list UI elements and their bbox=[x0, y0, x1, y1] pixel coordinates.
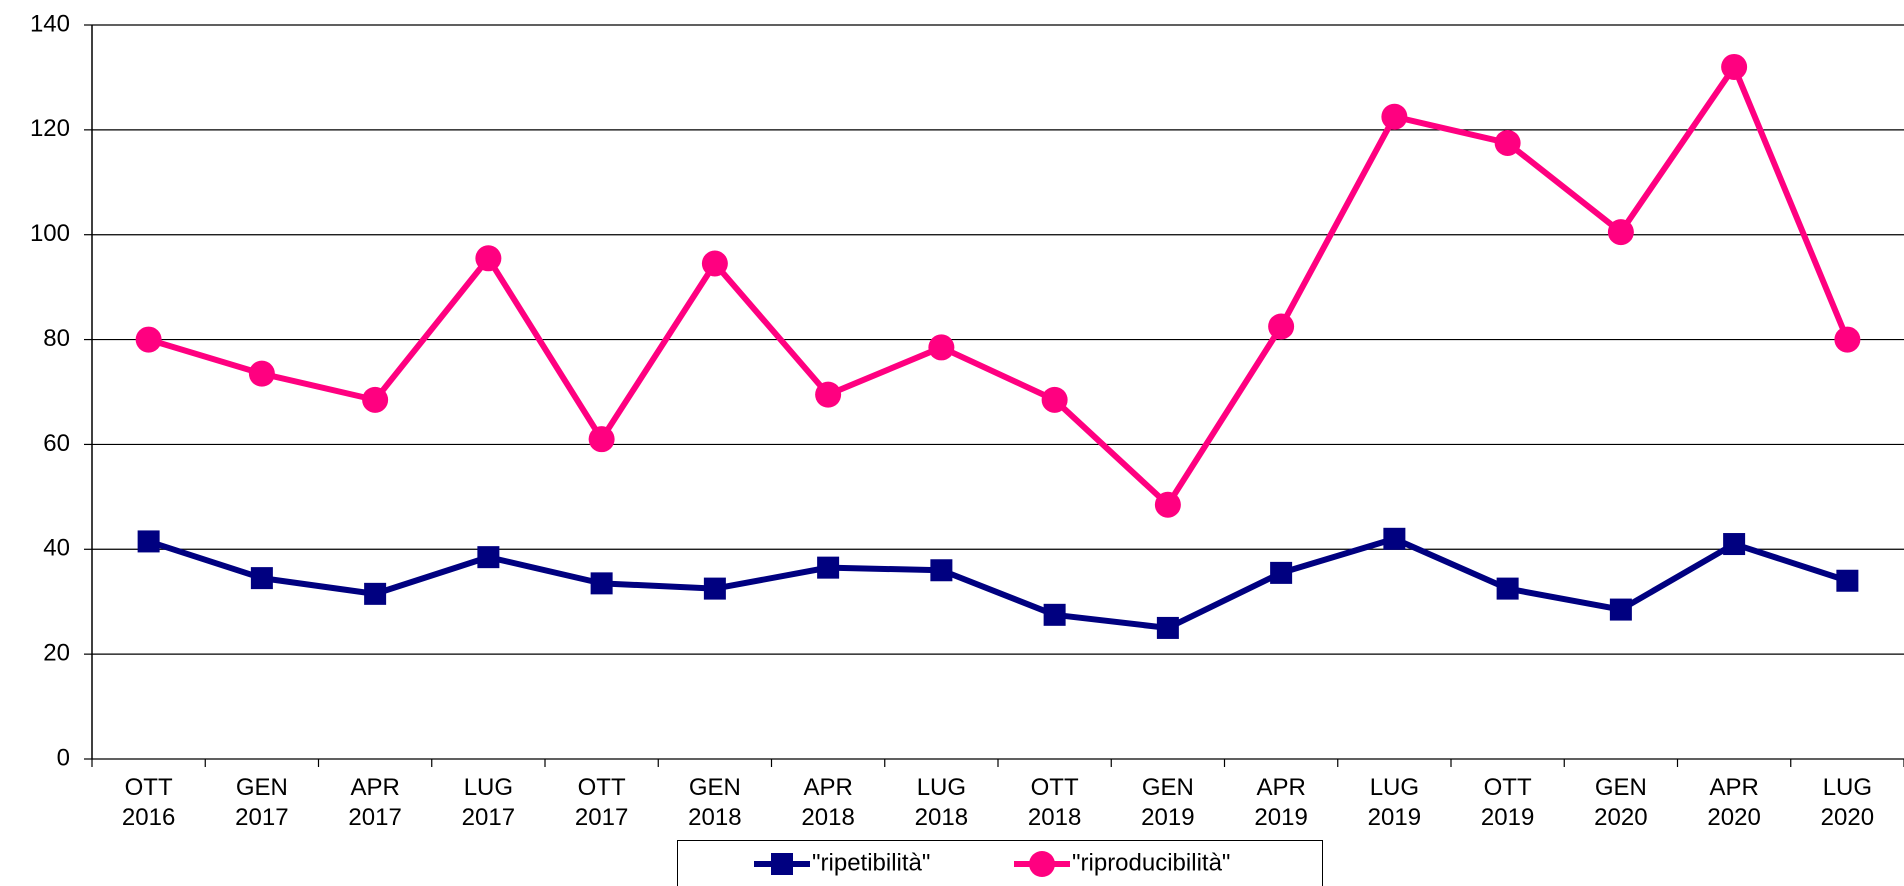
legend-items: "ripetibilità" "riproducibilità" bbox=[754, 849, 1230, 877]
series-line bbox=[147, 63, 1851, 508]
y-tick-label: 0 bbox=[57, 744, 70, 771]
data-point bbox=[1041, 386, 1068, 413]
legend-marker bbox=[771, 853, 793, 875]
legend-label: "ripetibilità" bbox=[812, 849, 930, 876]
x-tick-label: APR 2019 bbox=[1254, 774, 1308, 831]
data-point bbox=[1381, 103, 1408, 130]
data-point bbox=[477, 546, 500, 569]
data-point bbox=[1834, 326, 1861, 353]
data-point bbox=[475, 245, 502, 272]
data-point bbox=[815, 381, 842, 408]
y-tick-label: 20 bbox=[43, 639, 70, 666]
data-point bbox=[1156, 616, 1179, 639]
data-point bbox=[1607, 219, 1634, 246]
data-point bbox=[703, 577, 726, 600]
data-point bbox=[1268, 313, 1295, 340]
data-point bbox=[1383, 527, 1406, 550]
data-point bbox=[1723, 533, 1746, 556]
data-point bbox=[137, 530, 160, 553]
x-tick-label: GEN 2017 bbox=[235, 774, 289, 831]
y-tick-label: 80 bbox=[43, 325, 70, 352]
data-point bbox=[590, 572, 613, 595]
x-tick-label: LUG 2019 bbox=[1367, 774, 1422, 831]
data-point bbox=[1721, 53, 1748, 80]
data-point bbox=[1154, 491, 1181, 518]
x-tick-label: GEN 2019 bbox=[1141, 774, 1195, 831]
data-point bbox=[1609, 598, 1632, 621]
data-point bbox=[364, 582, 387, 605]
data-point bbox=[250, 567, 273, 590]
data-point bbox=[928, 334, 955, 361]
data-point bbox=[362, 386, 389, 413]
x-tick-label: LUG 2018 bbox=[914, 774, 969, 831]
data-point bbox=[817, 556, 840, 579]
x-tick-label: APR 2020 bbox=[1707, 774, 1761, 831]
legend-label: "riproducibilità" bbox=[1072, 849, 1230, 876]
legend-marker bbox=[1029, 851, 1055, 877]
x-tick-label: OTT 2019 bbox=[1480, 774, 1535, 831]
y-tick-label: 40 bbox=[43, 535, 70, 562]
data-point bbox=[1836, 569, 1859, 592]
y-tick-label: 100 bbox=[30, 220, 70, 247]
legend: "ripetibilità" "riproducibilità" bbox=[677, 840, 1323, 886]
data-point bbox=[248, 360, 275, 387]
x-tick-label: OTT 2016 bbox=[121, 774, 176, 831]
data-point bbox=[930, 559, 953, 582]
x-tick-label: APR 2018 bbox=[801, 774, 855, 831]
x-tick-label: LUG 2020 bbox=[1820, 774, 1875, 831]
data-point bbox=[1494, 129, 1521, 156]
y-tick-label: 140 bbox=[30, 10, 70, 37]
x-tick-label: GEN 2020 bbox=[1594, 774, 1648, 831]
x-tick-label: GEN 2018 bbox=[688, 774, 742, 831]
data-point bbox=[588, 426, 615, 453]
x-tick-label: OTT 2017 bbox=[574, 774, 629, 831]
data-point bbox=[1496, 577, 1519, 600]
x-tick-label: OTT 2018 bbox=[1027, 774, 1082, 831]
y-tick-label: 120 bbox=[30, 115, 70, 142]
series-line bbox=[147, 535, 1849, 631]
data-point bbox=[135, 326, 162, 353]
x-tick-label: LUG 2017 bbox=[461, 774, 516, 831]
data-point bbox=[1043, 603, 1066, 626]
x-tick-label: APR 2017 bbox=[348, 774, 402, 831]
y-tick-label: 60 bbox=[43, 430, 70, 457]
data-point bbox=[701, 250, 728, 277]
data-point bbox=[1270, 561, 1293, 584]
